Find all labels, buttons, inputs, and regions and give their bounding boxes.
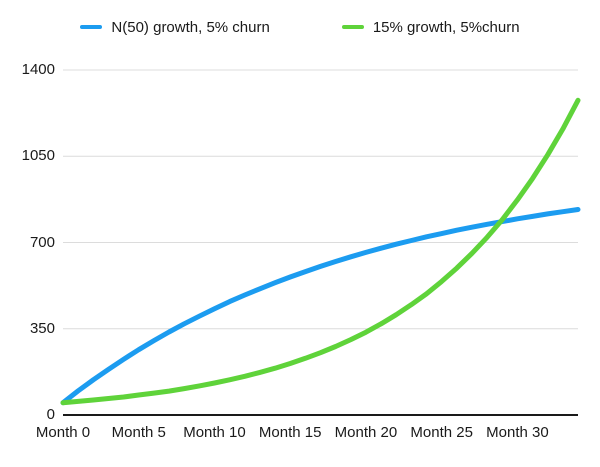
green-line-swatch-icon (341, 25, 364, 29)
y-tick-label-1400: 1400 (21, 61, 55, 78)
blue-line-swatch-icon (80, 25, 103, 29)
legend-item-blue-series: N(50) growth, 5% churn (80, 18, 270, 36)
x-tick-label-month-30: Month 30 (486, 424, 549, 441)
legend-label-green-series: 15% growth, 5%churn (372, 18, 520, 36)
legend-label-blue-series: N(50) growth, 5% churn (111, 18, 270, 36)
x-tick-label-month-20: Month 20 (334, 424, 398, 441)
x-tick-label-month-5: Month 5 (111, 424, 166, 441)
y-tick-label-350: 350 (29, 319, 55, 337)
x-tick-label-month-15: Month 15 (258, 424, 322, 441)
legend: N(50) growth, 5% churn 15% growth, 5%chu… (0, 14, 600, 40)
series-line-green (60, 97, 581, 406)
y-tick-label-700: 700 (29, 233, 55, 251)
y-tick-label-0: 0 (46, 406, 55, 423)
x-tick-label-month-25: Month 25 (410, 424, 473, 441)
legend-item-green-series: 15% growth, 5%churn (341, 18, 520, 36)
chart-svg (60, 69, 581, 416)
x-tick-label-month-0: Month 0 (35, 424, 91, 441)
series-line-blue (60, 207, 581, 406)
plot-area (60, 69, 581, 416)
y-tick-label-1050: 1050 (21, 147, 55, 165)
x-tick-label-month-10: Month 10 (183, 424, 246, 441)
